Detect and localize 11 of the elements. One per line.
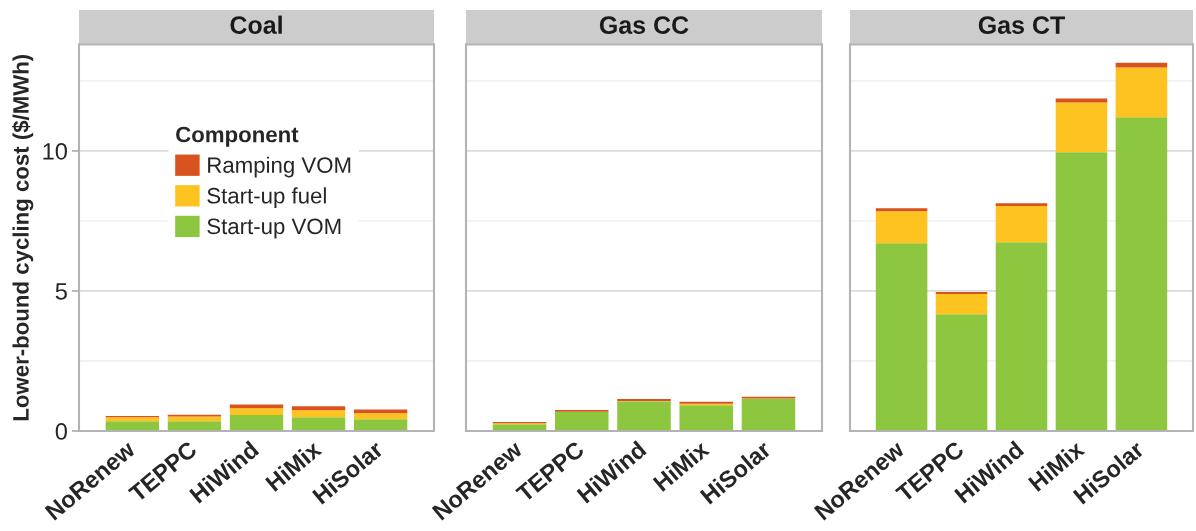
legend-title: Component: [176, 126, 299, 147]
legend-label: Start-up VOM: [207, 218, 341, 239]
chart-title: Coal: [230, 15, 282, 34]
y-axis-title: Lower-bound cycling cost ($/MWh): [12, 54, 34, 421]
legend-label: Start-up fuel: [207, 187, 326, 208]
legend-label: Ramping VOM: [208, 156, 351, 178]
chart-title: Gas CT: [978, 16, 1065, 34]
y-tick-label: 0: [55, 423, 67, 440]
y-tick-label: 10: [43, 143, 67, 160]
chart-title: Gas CC: [599, 16, 689, 34]
y-tick-label: 5: [55, 283, 67, 300]
